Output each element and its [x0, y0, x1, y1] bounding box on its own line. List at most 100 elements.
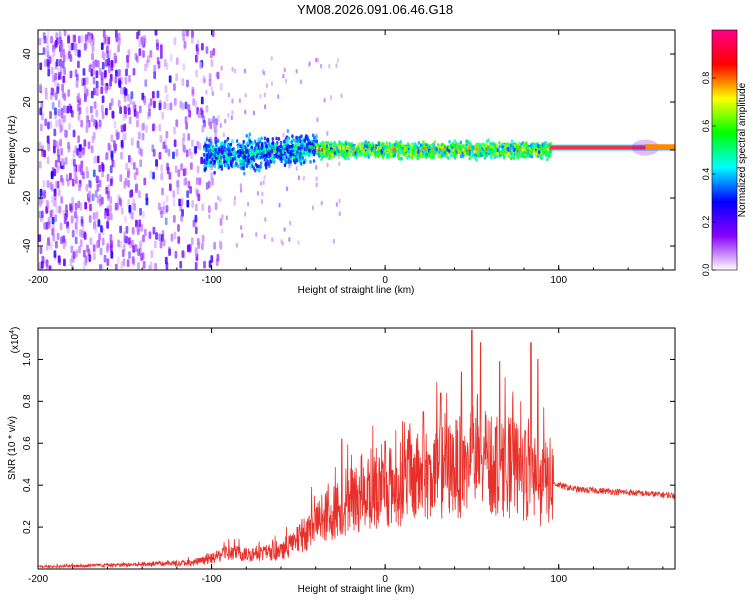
heatmap-cell [101, 61, 105, 70]
heatmap-cell [255, 142, 258, 147]
heatmap-cell [70, 109, 74, 118]
heatmap-cell [153, 64, 157, 73]
heatmap-cell [127, 155, 131, 163]
heatmap-cell [361, 147, 364, 152]
heatmap-cell [263, 234, 266, 240]
heatmap-cell [50, 66, 54, 75]
heatmap-cell [341, 152, 344, 157]
heatmap-cell [175, 57, 179, 65]
heatmap-cell [170, 233, 174, 242]
heatmap-cell [126, 61, 130, 69]
heatmap-cell [77, 92, 81, 101]
heatmap-cell [304, 147, 308, 152]
heatmap-cell [39, 107, 43, 116]
heatmap-cell [129, 190, 132, 198]
heatmap-cell [335, 63, 338, 68]
heatmap-cell [350, 145, 354, 150]
heatmap-cell [120, 151, 123, 160]
heatmap-cell [59, 58, 63, 66]
heatmap-cell [54, 214, 57, 223]
heatmap-cell [96, 155, 100, 164]
heatmap-cell [151, 123, 155, 132]
heatmap-cell [419, 143, 423, 148]
heatmap-cell [394, 151, 397, 155]
colorbar-tick-label: 0.6 [701, 120, 711, 133]
heatmap-cell [177, 169, 181, 178]
y-tick-label: 0.8 [22, 394, 33, 408]
snr-ylabel: SNR (10 * v/v) [7, 416, 18, 480]
heatmap-cell [191, 89, 195, 97]
heatmap-cell [122, 243, 126, 252]
heatmap-cell [126, 54, 129, 63]
heatmap-cell [207, 180, 211, 189]
heatmap-cell [366, 141, 369, 146]
heatmap-cell [91, 52, 94, 61]
heatmap-cell [101, 164, 105, 172]
heatmap-cell [135, 224, 139, 233]
heatmap-cell [469, 146, 472, 151]
heatmap-cell [86, 115, 89, 123]
heatmap-cell [66, 226, 70, 234]
heatmap-cell [94, 189, 98, 198]
heatmap-cell [189, 162, 193, 170]
heatmap-cell [199, 107, 203, 116]
heatmap-cell [98, 67, 102, 76]
heatmap-cell [92, 252, 96, 261]
heatmap-cell [51, 88, 55, 96]
heatmap-cell [381, 143, 384, 148]
heatmap-cell [386, 153, 389, 158]
heatmap-cell [365, 144, 369, 149]
heatmap-cell [194, 100, 198, 108]
heatmap-cell [327, 152, 330, 157]
heatmap-cell [108, 49, 112, 58]
heatmap-cell [146, 111, 150, 120]
heatmap-cell [211, 118, 214, 124]
heatmap-cell [125, 226, 129, 234]
heatmap-cell [205, 157, 209, 162]
heatmap-cell [131, 212, 135, 220]
heatmap-cell [91, 193, 95, 202]
heatmap-cell [492, 141, 495, 146]
heatmap-cell [127, 107, 131, 116]
heatmap-cell [49, 111, 52, 119]
heatmap-cell [136, 111, 139, 119]
heatmap-cell [165, 194, 169, 203]
heatmap-cell [315, 176, 318, 182]
heatmap-cell [349, 149, 352, 154]
heatmap-cell [417, 141, 421, 145]
heatmap-cell [131, 226, 135, 235]
heatmap-cell [88, 35, 91, 44]
heatmap-cell [58, 36, 62, 45]
heatmap-cell [73, 165, 76, 173]
heatmap-cell [302, 175, 305, 181]
heatmap-cell [257, 168, 261, 173]
heatmap-cell [244, 93, 247, 98]
heatmap-cell [46, 201, 50, 209]
heatmap-cell [542, 150, 546, 155]
heatmap-cell [183, 145, 186, 153]
heatmap-cell [136, 119, 139, 128]
heatmap-cell [74, 202, 78, 211]
heatmap-cell [39, 198, 43, 207]
heatmap-cell [53, 192, 57, 201]
heatmap-cell [126, 170, 130, 179]
heatmap-cell [135, 219, 138, 228]
heatmap-cell [211, 178, 214, 186]
heatmap-cell [52, 233, 56, 242]
heatmap-cell [301, 148, 304, 153]
y-tick-label: 0.4 [22, 478, 33, 492]
heatmap-cell [164, 145, 168, 153]
heatmap-cell [117, 69, 121, 77]
heatmap-cell [330, 154, 333, 159]
heatmap-cell [227, 92, 230, 98]
heatmap-cell [60, 43, 64, 52]
heatmap-cell [539, 151, 543, 155]
heatmap-cell [520, 152, 524, 157]
heatmap-cell [399, 140, 402, 145]
heatmap-cell [100, 86, 104, 95]
heatmap-cell [208, 73, 212, 81]
heatmap-cell [173, 139, 177, 148]
heatmap-cell [268, 146, 272, 151]
heatmap-cell [338, 198, 341, 204]
heatmap-cell [65, 210, 69, 218]
